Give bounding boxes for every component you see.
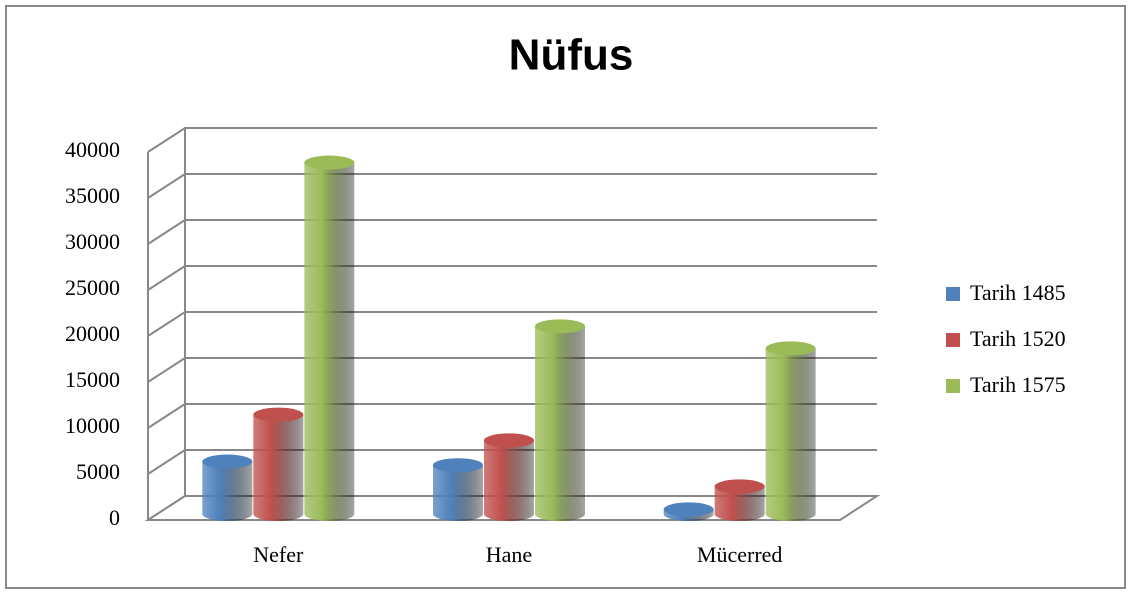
bar-body <box>202 461 253 521</box>
legend-label: Tarih 1485 <box>970 280 1066 305</box>
y-tick-label: 5000 <box>76 459 120 484</box>
bar <box>765 341 816 521</box>
bar-body <box>304 162 355 521</box>
bar <box>535 319 585 521</box>
y-tick-label: 30000 <box>65 229 120 254</box>
chart-title: Nüfus <box>509 31 634 80</box>
bar-body <box>765 348 816 521</box>
bar-top <box>253 407 304 422</box>
legend-label: Tarih 1520 <box>970 326 1066 351</box>
bar <box>714 479 765 521</box>
y-tick-label: 10000 <box>65 413 120 438</box>
y-tick-label: 15000 <box>65 367 120 392</box>
y-tick-label: 20000 <box>65 321 120 346</box>
y-tick-label: 35000 <box>65 183 120 208</box>
bar-body <box>535 326 585 521</box>
bar-body <box>433 465 483 521</box>
x-tick-label: Nefer <box>253 542 304 567</box>
legend-swatch <box>946 287 960 301</box>
bar-body <box>253 414 304 521</box>
bar <box>663 502 714 521</box>
bar-top <box>202 454 253 469</box>
legend-swatch <box>946 379 960 393</box>
bar <box>202 454 253 521</box>
bar-body <box>484 440 534 521</box>
bar <box>253 407 304 521</box>
legend-swatch <box>946 333 960 347</box>
y-tick-label: 25000 <box>65 275 120 300</box>
x-tick-label: Hane <box>486 542 532 567</box>
bar-top <box>484 433 534 448</box>
x-tick-label: Mücerred <box>697 542 783 567</box>
bar-top <box>714 479 765 494</box>
bar-top <box>535 319 585 334</box>
bar <box>433 458 483 521</box>
bar-top <box>765 341 816 356</box>
bar-top <box>433 458 483 473</box>
bar <box>304 155 355 521</box>
bar-top <box>304 155 355 170</box>
bar <box>484 433 534 521</box>
bar-body <box>714 486 765 521</box>
legend-label: Tarih 1575 <box>970 372 1066 397</box>
bar-top <box>663 502 714 517</box>
y-tick-label: 40000 <box>65 137 120 162</box>
y-tick-label: 0 <box>109 505 120 530</box>
